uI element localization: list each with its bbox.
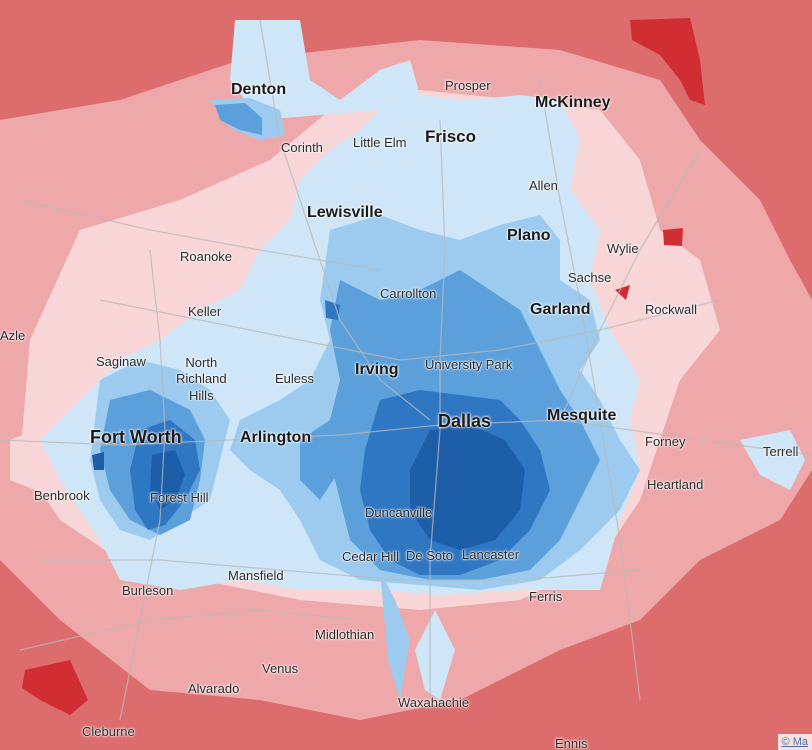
label-arlington: Arlington	[240, 429, 312, 446]
label-wylie: Wylie	[607, 241, 639, 256]
label-university-park: University Park	[425, 357, 513, 372]
label-venus: Venus	[262, 661, 299, 676]
label-plano: Plano	[507, 227, 551, 244]
label-de-soto: De Soto	[406, 548, 453, 563]
label-mesquite: Mesquite	[547, 407, 617, 424]
label-terrell: Terrell	[763, 444, 799, 459]
label-north-richland-hills: North Richland Hills	[176, 355, 227, 403]
label-alvarado: Alvarado	[188, 681, 240, 696]
label-duncanville: Duncanville	[365, 505, 433, 520]
label-euless: Euless	[275, 371, 315, 386]
label-corinth: Corinth	[281, 140, 323, 155]
map-attribution-link[interactable]: © Ma	[777, 734, 812, 750]
label-fort-worth: Fort Worth	[90, 427, 182, 447]
label-ferris: Ferris	[529, 589, 563, 604]
label-benbrook: Benbrook	[34, 488, 90, 503]
label-dallas: Dallas	[438, 411, 492, 431]
darkest-blue-areas	[92, 425, 525, 550]
road-network	[0, 19, 812, 721]
label-allen: Allen	[529, 178, 558, 193]
label-waxahachie: Waxahachie	[398, 695, 470, 710]
label-denton: Denton	[231, 81, 287, 98]
label-sachse: Sachse	[568, 270, 612, 285]
label-saginaw: Saginaw	[96, 354, 146, 369]
label-rockwall: Rockwall	[645, 302, 698, 317]
label-ennis: Ennis	[555, 736, 588, 750]
label-forney: Forney	[645, 434, 686, 449]
label-carrollton: Carrollton	[380, 286, 437, 301]
label-little-elm: Little Elm	[353, 135, 407, 150]
label-frisco: Frisco	[425, 127, 477, 146]
label-heartland: Heartland	[647, 477, 704, 492]
label-forest-hill: Forest Hill	[150, 490, 209, 505]
label-garland: Garland	[530, 301, 591, 318]
label-cleburne: Cleburne	[82, 724, 135, 739]
label-prosper: Prosper	[445, 78, 491, 93]
label-burleson: Burleson	[122, 583, 174, 598]
label-roanoke: Roanoke	[180, 249, 233, 264]
label-azle: Azle	[0, 328, 26, 343]
label-lancaster: Lancaster	[462, 547, 520, 562]
label-irving: Irving	[355, 361, 399, 378]
label-midlothian: Midlothian	[315, 627, 375, 642]
label-lewisville: Lewisville	[307, 204, 383, 221]
label-mckinney: McKinney	[535, 94, 611, 111]
label-mansfield: Mansfield	[228, 568, 284, 583]
label-keller: Keller	[188, 304, 222, 319]
label-cedar-hill: Cedar Hill	[342, 549, 400, 564]
